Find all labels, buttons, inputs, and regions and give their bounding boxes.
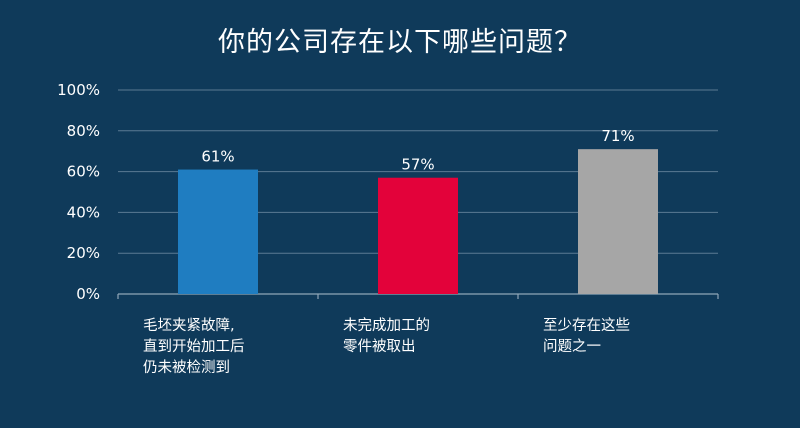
bar-value-label: 57%	[401, 156, 434, 174]
y-tick-label: 80%	[67, 122, 100, 140]
chart-title: 你的公司存在以下哪些问题？	[218, 27, 582, 58]
x-category-label-line: 问题之一	[543, 339, 601, 355]
y-tick-label: 100%	[57, 81, 100, 99]
bar-value-label: 61%	[201, 148, 234, 166]
y-tick-label: 60%	[67, 163, 100, 181]
y-tick-label: 0%	[76, 285, 100, 303]
x-category-label-line: 未完成加工的	[343, 318, 430, 334]
x-category-label-line: 仍未被检测到	[143, 360, 230, 376]
x-category-label-line: 零件被取出	[343, 339, 416, 355]
x-category-label-line: 直到开始加工后	[143, 339, 245, 355]
y-tick-label: 20%	[67, 244, 100, 262]
x-category-label: 未完成加工的 零件被取出	[343, 316, 513, 358]
bar-value-label: 71%	[601, 127, 634, 145]
x-category-label: 至少存在这些 问题之一	[543, 316, 713, 358]
y-tick-label: 40%	[67, 203, 100, 221]
x-category-label-line: 至少存在这些	[543, 318, 630, 334]
bar	[378, 177, 458, 294]
bar	[578, 149, 658, 294]
x-category-label-line: 毛坯夹紧故障,	[143, 318, 235, 334]
x-category-label: 毛坯夹紧故障, 直到开始加工后 仍未被检测到	[143, 316, 313, 379]
bar	[178, 169, 258, 294]
